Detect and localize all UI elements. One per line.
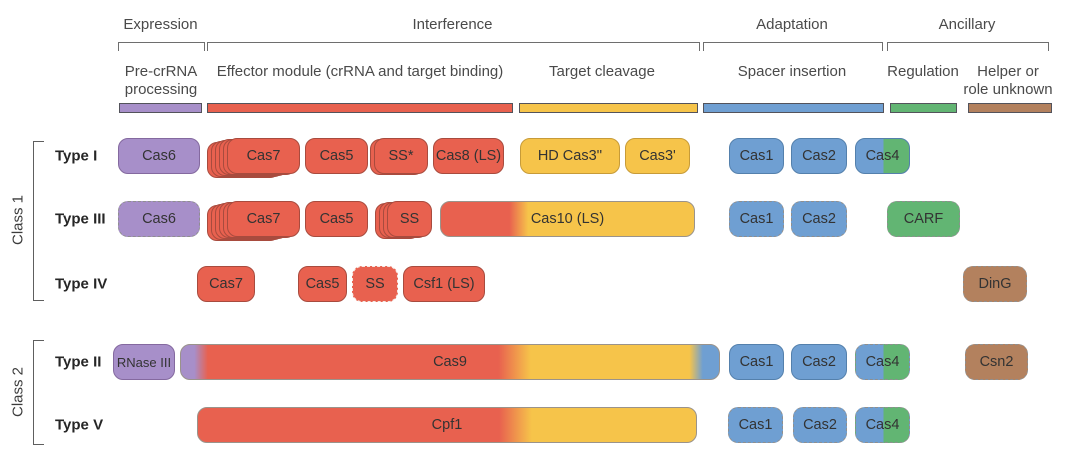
class-bracket-2	[33, 340, 44, 445]
column-bar-regulation	[890, 103, 957, 113]
gene-box-ss: SS	[352, 266, 398, 302]
column-label-line: Target cleavage	[549, 63, 655, 80]
gene-box-cas6: Cas6	[118, 201, 200, 237]
column-label-line: processing	[124, 81, 198, 98]
class-label-2: Class 2	[9, 366, 27, 417]
gene-box-cas6: Cas6	[118, 138, 200, 174]
gene-box-cas8-ls: Cas8 (LS)	[433, 138, 504, 174]
class-bracket-1	[33, 141, 44, 301]
gene-box-cpf1: Cpf1	[197, 407, 697, 443]
gene-box-cas10-ls: Cas10 (LS)	[440, 201, 695, 237]
type-label-type-v: Type V	[55, 416, 104, 434]
gene-box-csn2: Csn2	[965, 344, 1028, 380]
column-label-pre-crrna-processing: Pre-crRNA processing	[125, 63, 198, 99]
gene-box-cas4: Cas4	[855, 407, 910, 443]
gene-box-cas1: Cas1	[729, 344, 784, 380]
type-label-type-ii: Type II	[55, 353, 102, 371]
column-bar-pre-crrna-processing	[119, 103, 202, 113]
group-label-adaptation: Adaptation	[756, 16, 828, 33]
gene-box-cas5: Cas5	[305, 201, 368, 237]
column-label-line: role unknown	[963, 81, 1053, 98]
gene-box-carf: CARF	[887, 201, 960, 237]
gene-box-ss: SS*	[374, 138, 428, 174]
gene-box-cas2: Cas2	[791, 201, 847, 237]
gene-box-cas4: Cas4	[855, 138, 910, 174]
group-label-interference: Interference	[412, 16, 493, 33]
class-label-1: Class 1	[9, 194, 27, 246]
gene-box-cas7: Cas7	[227, 138, 300, 174]
column-label-target-cleavage: Target cleavage	[549, 63, 655, 81]
gene-box-cas2: Cas2	[791, 344, 847, 380]
gene-box-cas5: Cas5	[305, 138, 368, 174]
column-bar-target-cleavage	[519, 103, 698, 113]
column-label-line: Spacer insertion	[737, 63, 847, 80]
group-bracket-interference	[207, 42, 700, 51]
gene-box-cas5: Cas5	[298, 266, 347, 302]
column-bar-helper-or-role-unknown	[968, 103, 1052, 113]
gene-box-hd-cas3: HD Cas3''	[520, 138, 620, 174]
column-label-line: Effector module (crRNA and target bindin…	[216, 63, 504, 80]
group-bracket-ancillary	[887, 42, 1049, 51]
gene-box-cas7: Cas7	[197, 266, 255, 302]
type-label-type-iii: Type III	[55, 210, 106, 228]
column-label-spacer-insertion: Spacer insertion	[738, 63, 846, 81]
gene-box-cas2: Cas2	[793, 407, 847, 443]
gene-box-cas3: Cas3'	[625, 138, 690, 174]
gene-box-cas1: Cas1	[728, 407, 783, 443]
type-label-type-i: Type I	[55, 147, 98, 165]
column-label-line: Pre-crRNA	[124, 63, 198, 80]
gene-box-cas9: Cas9	[180, 344, 720, 380]
column-label-regulation: Regulation	[887, 63, 959, 81]
column-bar-effector-module	[207, 103, 513, 113]
column-label-line: Helper or	[977, 63, 1039, 80]
gene-box-cas1: Cas1	[729, 201, 784, 237]
column-bar-spacer-insertion	[703, 103, 884, 113]
group-bracket-adaptation	[703, 42, 883, 51]
group-label-ancillary: Ancillary	[938, 16, 996, 33]
gene-box-cas2: Cas2	[791, 138, 847, 174]
group-label-expression: Expression	[123, 16, 198, 33]
gene-box-csf1-ls: Csf1 (LS)	[403, 266, 485, 302]
gene-box-ding: DinG	[963, 266, 1027, 302]
gene-box-rnase-iii: RNase III	[113, 344, 175, 380]
type-label-type-iv: Type IV	[55, 275, 108, 293]
column-label-effector-module: Effector module (crRNA and target bindin…	[217, 63, 504, 81]
gene-box-ss: SS	[387, 201, 432, 237]
gene-box-cas7: Cas7	[227, 201, 300, 237]
gene-box-cas4: Cas4	[855, 344, 910, 380]
gene-box-cas1: Cas1	[729, 138, 784, 174]
group-bracket-expression	[118, 42, 205, 51]
column-label-helper-or-role-unknown: Helper or role unknown	[963, 63, 1052, 99]
column-label-line: Regulation	[887, 63, 959, 80]
